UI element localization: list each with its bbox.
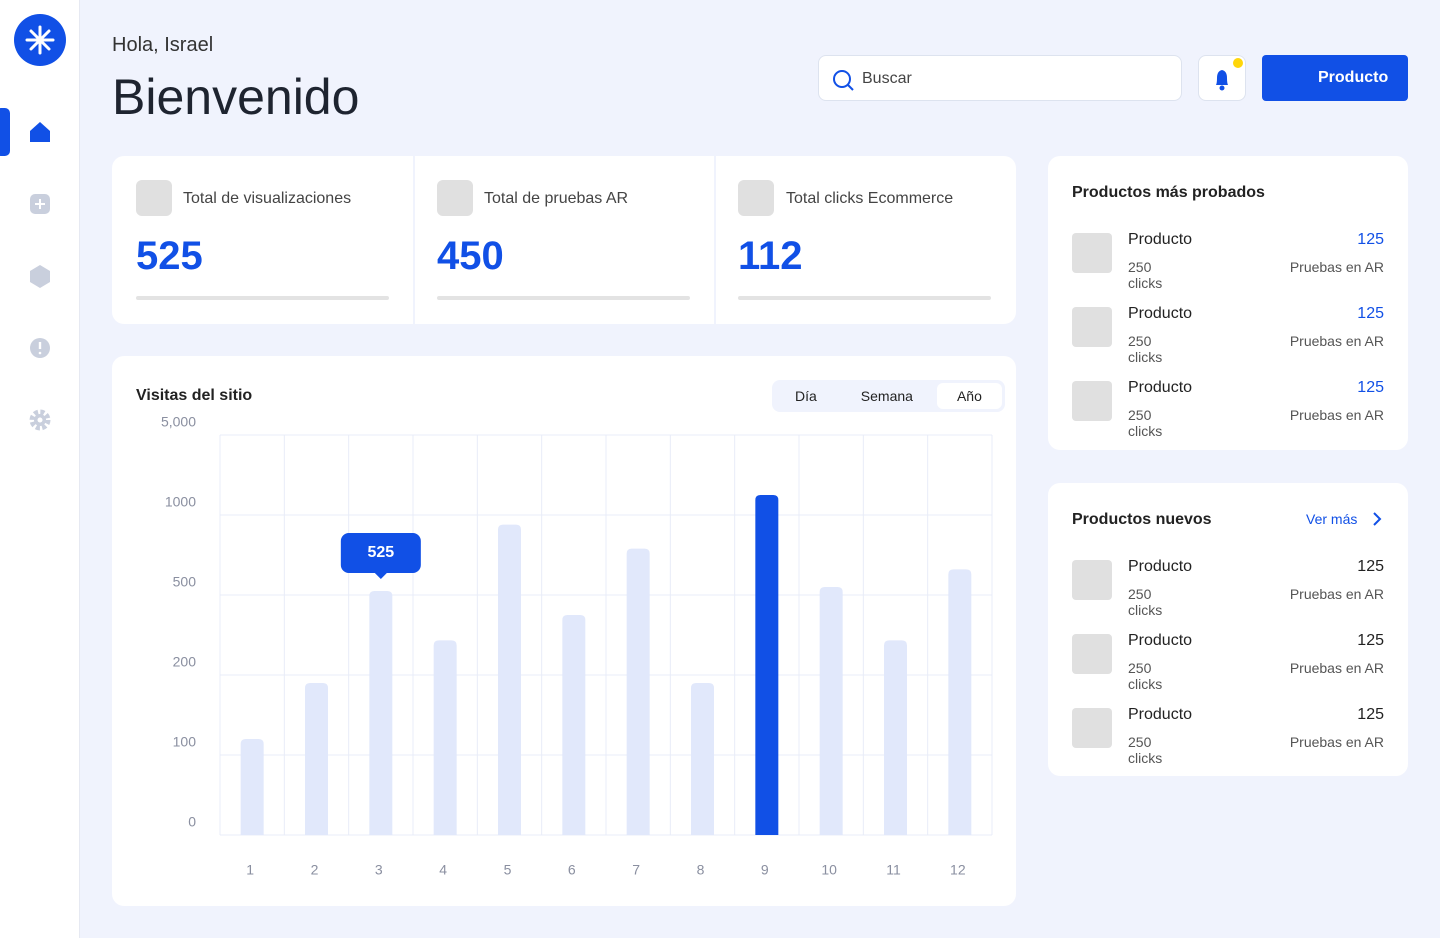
bar [884, 640, 907, 835]
product-name: Producto [1128, 305, 1193, 322]
product-name: Producto [1128, 379, 1193, 396]
product-clicks: 250 clicks [1128, 259, 1163, 291]
product-thumb [1072, 233, 1112, 273]
tooltip [340, 533, 421, 579]
bar [562, 615, 586, 835]
product-thumb [1072, 708, 1112, 748]
stat-label: Total clicks Ecommerce [786, 190, 954, 207]
tooltip-label: 525 [367, 544, 394, 561]
x-tick-label: 10 [821, 862, 837, 878]
search-icon [833, 70, 854, 91]
x-tick-label: 2 [311, 862, 319, 878]
period-selector: Día Semana Año [772, 380, 1005, 412]
bar [691, 683, 714, 835]
product-thumb [1072, 634, 1112, 674]
product-value-label: Pruebas en AR [1289, 586, 1384, 602]
x-tick-label: 7 [632, 862, 640, 878]
y-tick-label: 500 [173, 574, 197, 590]
bar [305, 683, 328, 835]
bar [498, 524, 521, 835]
x-tick-label: 12 [950, 862, 966, 878]
period-option[interactable]: Día [795, 388, 817, 404]
new-products-card: Productos nuevos Ver más Producto 250 cli… [1048, 483, 1408, 776]
x-tick-label: 4 [439, 862, 447, 878]
product-clicks: 250 clicks [1128, 407, 1163, 439]
x-tick-label: 11 [886, 862, 901, 878]
product-value: 125 [1357, 379, 1384, 396]
y-tick-label: 0 [188, 814, 196, 830]
product-name: Producto [1128, 558, 1193, 575]
stat-value: 112 [738, 234, 803, 278]
bar [755, 495, 779, 835]
product-value: 125 [1357, 632, 1384, 649]
stat-label: Total de visualizaciones [183, 190, 352, 207]
bar [240, 739, 264, 835]
x-tick-label: 5 [504, 862, 512, 878]
y-tick-label: 5,000 [161, 414, 196, 430]
product-value: 125 [1357, 231, 1384, 248]
y-tick-label: 200 [173, 654, 197, 670]
product-value: 125 [1357, 558, 1384, 575]
product-name: Producto [1128, 231, 1193, 248]
product-clicks: 250 clicks [1128, 734, 1163, 766]
x-tick-label: 6 [568, 862, 576, 878]
bar [948, 569, 972, 835]
add-product-button[interactable]: Producto [1262, 55, 1408, 101]
y-tick-label: 100 [173, 734, 197, 750]
product-clicks: 250 clicks [1128, 660, 1163, 692]
card-title: Productos más probados [1072, 184, 1265, 201]
bell-icon [1216, 58, 1243, 91]
notifications[interactable] [1198, 55, 1246, 101]
product-value: 125 [1357, 706, 1384, 723]
product-value-label: Pruebas en AR [1289, 660, 1384, 676]
x-tick-label: 9 [761, 862, 769, 878]
y-tick-label: 1000 [165, 494, 196, 510]
product-name: Producto [1128, 632, 1193, 649]
x-tick-label: 8 [697, 862, 705, 878]
product-thumb [1072, 307, 1112, 347]
product-name: Producto [1128, 706, 1193, 723]
sidebar-icons [0, 14, 66, 431]
period-option[interactable]: Semana [860, 388, 913, 404]
bar [369, 591, 393, 835]
product-value: 125 [1357, 305, 1384, 322]
product-value-label: Pruebas en AR [1289, 407, 1384, 423]
product-value-label: Pruebas en AR [1289, 333, 1384, 349]
product-thumb [1072, 381, 1112, 421]
period-option[interactable]: Año [936, 383, 1002, 409]
product-thumb [1072, 560, 1112, 600]
product-value-label: Pruebas en AR [1289, 259, 1384, 275]
stat-value: 525 [136, 234, 203, 278]
stat-label: Total de pruebas AR [484, 190, 629, 207]
sidebar [0, 0, 80, 938]
bar [626, 548, 650, 835]
chevron-icon [1373, 512, 1382, 526]
search-placeholder: Buscar [862, 70, 912, 87]
chart-title: Visitas del sitio [136, 387, 252, 404]
page-title: Bienvenido [112, 69, 360, 125]
bar [819, 587, 843, 835]
see-more-link[interactable]: Ver más [1306, 511, 1358, 527]
product-value-label: Pruebas en AR [1289, 734, 1384, 750]
stats-card: Total de visualizaciones 525 Total de pr… [112, 156, 1016, 324]
stat-value: 450 [437, 234, 504, 278]
greeting: Hola, Israel [112, 34, 214, 56]
product-clicks: 250 clicks [1128, 333, 1163, 365]
card-title: Productos nuevos [1072, 511, 1212, 528]
bar [433, 640, 457, 835]
top-products-card: Productos más probados Producto 250 click… [1048, 156, 1408, 450]
search-box[interactable]: Buscar [818, 55, 1182, 101]
x-tick-label: 3 [375, 862, 383, 878]
product-clicks: 250 clicks [1128, 586, 1163, 618]
x-tick-label: 1 [246, 862, 254, 878]
